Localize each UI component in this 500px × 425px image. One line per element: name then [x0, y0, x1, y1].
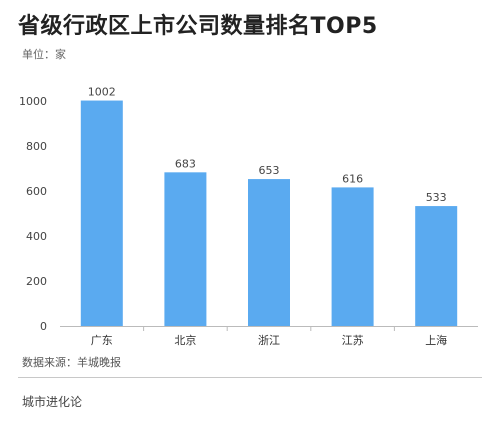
y-tick-label: 400 — [26, 230, 47, 243]
data-label: 1002 — [88, 86, 116, 99]
bar-广东 — [80, 100, 123, 326]
y-tick-label: 800 — [26, 140, 47, 153]
x-category-label: 广东 — [91, 334, 113, 347]
chart-title: 省级行政区上市公司数量排名TOP5 — [18, 14, 378, 39]
x-category-label: 北京 — [174, 333, 196, 347]
x-category-label: 上海 — [425, 333, 447, 347]
data-label: 616 — [342, 172, 363, 185]
x-category-label: 浙江 — [258, 334, 280, 347]
bar-chart: 0 200 400 600 800 1000 1002 广东 683 北京 653 浙江 616 江苏 53… — [19, 86, 478, 347]
divider — [18, 377, 482, 378]
bar-上海 — [415, 206, 458, 326]
data-label: 683 — [175, 157, 196, 170]
data-label: 653 — [259, 164, 280, 177]
unit-label: 单位：家 — [22, 48, 66, 61]
data-label: 533 — [426, 191, 447, 204]
y-tick-label: 600 — [26, 185, 47, 198]
source-note: 数据来源：羊城晚报 — [22, 356, 121, 369]
y-tick-label: 1000 — [19, 95, 47, 108]
bar-浙江 — [248, 179, 290, 326]
y-tick-label: 0 — [40, 320, 47, 333]
bar-江苏 — [331, 187, 374, 326]
y-tick-label: 200 — [26, 275, 47, 288]
footer-brand: 城市进化论 — [22, 395, 83, 409]
bar-北京 — [164, 172, 207, 326]
x-category-label: 江苏 — [342, 334, 364, 347]
